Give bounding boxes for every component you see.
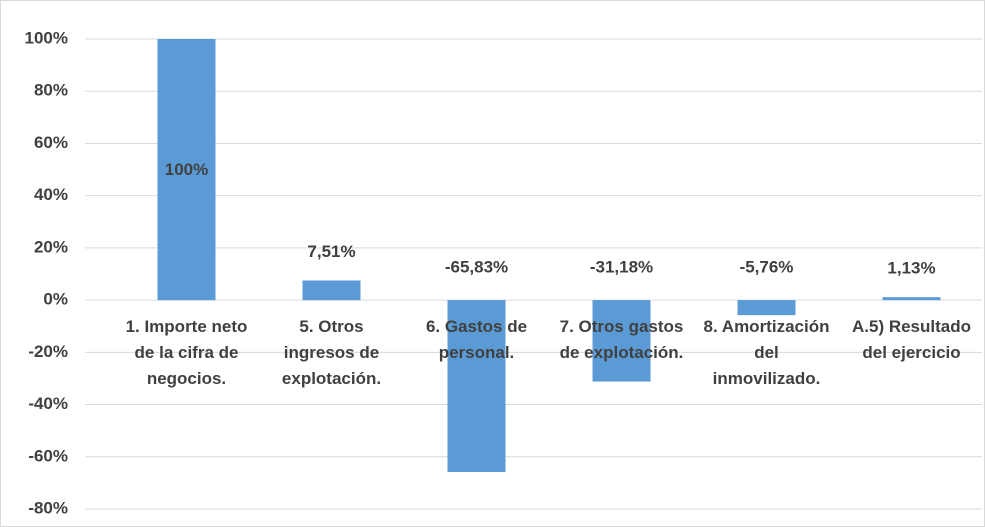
y-tick-label: -40% <box>28 394 68 413</box>
data-label: -65,83% <box>445 258 508 277</box>
x-tick-label: 6. Gastos de personal. <box>425 317 528 363</box>
x-tick-label: 5. Otros ingresos de explotación. <box>281 317 382 389</box>
y-tick-label: 40% <box>34 185 68 204</box>
x-tick-label: 1. Importe neto de la cifra de negocios. <box>125 317 248 389</box>
y-tick-label: -20% <box>28 342 68 361</box>
bar <box>737 300 796 316</box>
bar <box>157 39 216 301</box>
data-label: 100% <box>165 160 208 179</box>
y-tick-label: 80% <box>34 81 68 100</box>
x-tick-label: 8. Amortización del inmovilizado. <box>703 317 830 389</box>
bar <box>882 297 941 301</box>
data-label: 1,13% <box>887 259 935 278</box>
y-tick-label: 20% <box>34 237 68 256</box>
x-tick-label: 7. Otros gastos de explotación. <box>559 317 684 363</box>
bar <box>592 300 651 382</box>
y-tick-label: -80% <box>28 498 68 517</box>
x-tick-label: A.5) Resultado del ejercicio <box>851 317 972 363</box>
bar <box>302 280 361 301</box>
y-tick-label: 100% <box>25 28 68 47</box>
y-tick-label: 0% <box>43 290 68 309</box>
y-tick-label: -60% <box>28 446 68 465</box>
y-tick-label: 60% <box>34 133 68 152</box>
data-label: 7,51% <box>307 242 355 261</box>
data-label: -5,76% <box>740 258 794 277</box>
data-label: -31,18% <box>590 258 653 277</box>
bar <box>447 300 506 473</box>
